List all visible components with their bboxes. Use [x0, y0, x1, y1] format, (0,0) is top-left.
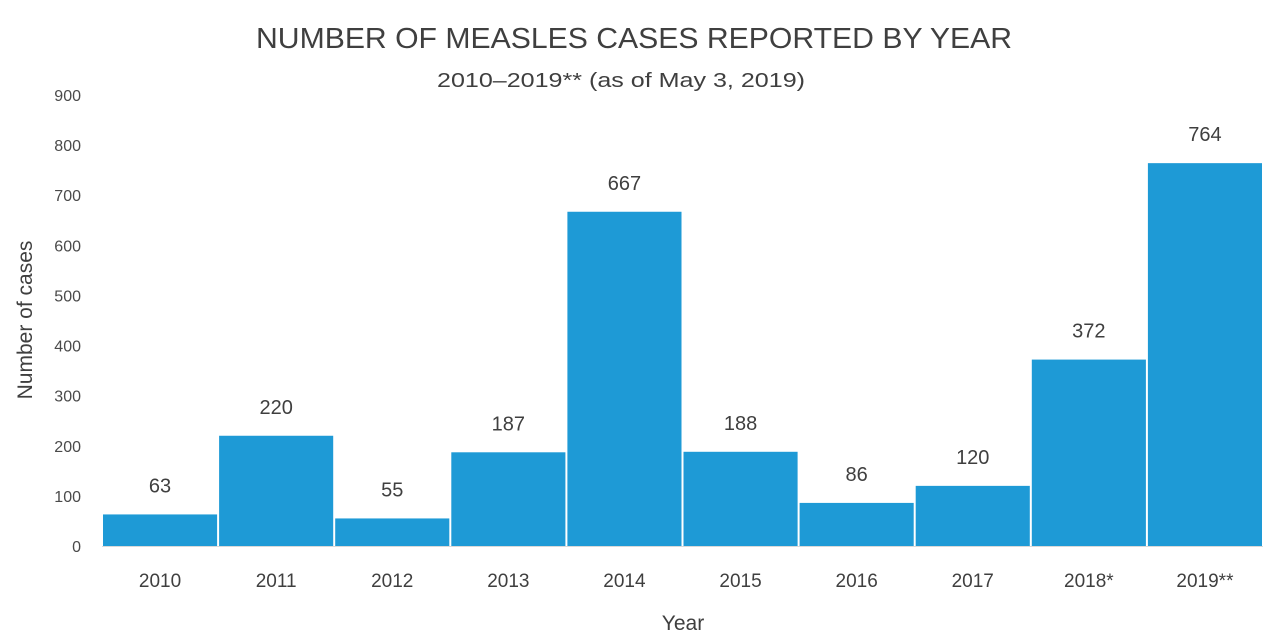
y-axis-label: Number of cases [14, 241, 37, 400]
y-tick-label: 700 [54, 188, 81, 205]
y-tick-label: 800 [54, 138, 81, 155]
y-tick-label: 0 [72, 539, 81, 556]
x-tick-label: 2016 [836, 571, 878, 592]
data-label: 667 [608, 173, 641, 195]
bar-2013 [451, 452, 566, 546]
bar-2014 [567, 211, 682, 546]
data-label: 764 [1188, 124, 1221, 146]
bar-2012 [335, 518, 450, 546]
data-label: 86 [846, 464, 868, 486]
bar-2011 [219, 435, 334, 546]
x-tick-label: 2010 [139, 571, 181, 592]
x-tick-label: 2013 [487, 571, 529, 592]
bar-2019 [1147, 163, 1262, 546]
y-tick-label: 300 [54, 389, 81, 406]
x-tick-label: 2011 [256, 571, 297, 592]
x-tick-label: 2019** [1176, 571, 1234, 592]
x-tick-label: 2018* [1064, 571, 1114, 592]
data-label: 55 [381, 479, 403, 501]
data-label: 187 [492, 413, 525, 435]
x-axis-label: Year [662, 612, 704, 635]
y-tick-label: 500 [54, 288, 81, 305]
data-label: 220 [259, 397, 292, 419]
bar-2015 [683, 451, 798, 546]
bar-2016 [799, 502, 914, 546]
x-tick-label: 2017 [952, 571, 994, 592]
y-tick-label: 100 [54, 489, 81, 506]
data-label: 188 [724, 413, 757, 435]
y-tick-label: 400 [54, 339, 81, 356]
x-tick-label: 2014 [603, 571, 646, 592]
data-label: 120 [956, 447, 989, 469]
y-tick-label: 200 [54, 439, 81, 456]
data-label: 372 [1072, 321, 1105, 343]
data-label: 63 [149, 475, 171, 497]
x-tick-label: 2012 [371, 571, 413, 592]
x-tick-label: 2015 [719, 571, 761, 592]
bar-2010 [103, 514, 218, 546]
chart-subtitle: 2010–2019** (as of May 3, 2019) [437, 70, 805, 92]
chart-title: NUMBER OF MEASLES CASES REPORTED BY YEAR [256, 23, 1012, 55]
bar-2018 [1031, 359, 1146, 546]
y-tick-label: 900 [54, 88, 81, 105]
y-tick-label: 600 [54, 238, 81, 255]
bar-2017 [915, 485, 1030, 546]
